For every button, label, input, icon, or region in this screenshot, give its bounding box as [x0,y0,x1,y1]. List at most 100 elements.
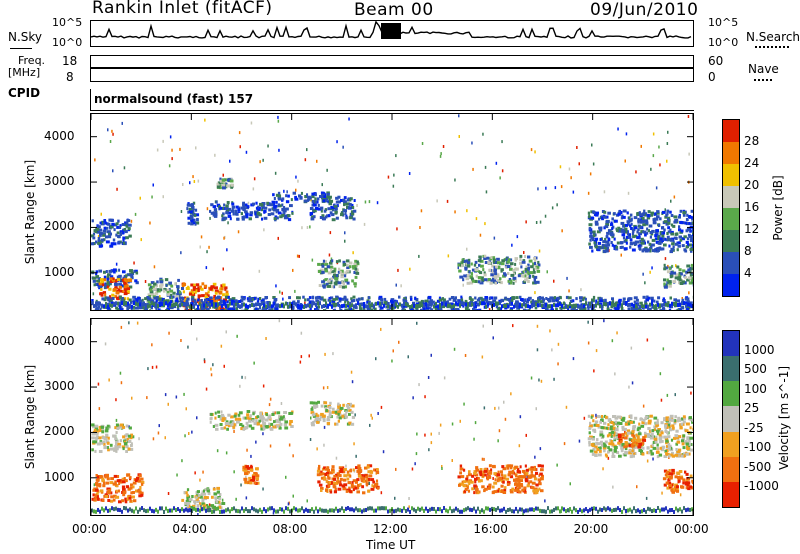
power-echo-12 [621,245,624,249]
velocity-echo-7 [487,486,491,490]
velocity-echo-8 [610,421,614,424]
velocity-echo-8 [618,454,622,458]
power-echo-11 [515,267,519,271]
velocity-echo-1 [125,479,128,483]
power-echo-7 [257,205,260,209]
power-ground-scatter [149,303,151,308]
power-echo-14 [466,308,471,310]
power-echo-10 [337,281,342,285]
velocity-echo-9 [638,442,643,446]
velocity-speckle [595,413,597,417]
power-echo-12 [618,210,621,214]
power-echo-14 [545,297,548,300]
power-echo-12 [643,209,646,213]
power-ground-scatter [333,302,335,307]
power-ground-scatter [95,303,97,308]
power-ground-scatter [607,303,609,308]
velocity-echo-7 [502,491,507,494]
power-speckle [454,210,456,214]
velocity-echo-5 [362,479,365,483]
velocity-echo-3 [229,424,233,427]
velocity-speckle [560,510,562,514]
power-echo-14 [155,299,158,303]
velocity-echo-8 [685,442,689,446]
power-echo-11 [522,259,526,263]
velocity-echo-3 [217,415,221,418]
velocity-echo-1 [95,493,99,496]
velocity-echo-5 [318,464,321,468]
power-echo-14 [315,296,320,300]
power-ground-scatter [109,303,111,308]
velocity-echo-1 [105,494,109,498]
power-echo-1 [118,274,122,278]
power-ground-scatter [327,303,329,308]
power-echo-1 [125,280,130,284]
power-echo-11 [532,268,535,272]
velocity-speckle [280,402,283,405]
power-echo-12 [597,248,601,252]
velocity-speckle [612,485,614,489]
power-echo-14 [185,307,189,310]
power-echo-11 [470,277,474,281]
power-echo-12 [669,237,672,241]
power-speckle [566,276,568,280]
freq-label-line2: [MHz] [8,66,41,79]
velocity-echo-1 [138,488,142,492]
velocity-echo-9 [642,436,646,440]
power-ground-scatter [679,302,681,307]
power-echo-3 [197,294,202,298]
power-ground-scatter [157,303,159,308]
power-echo-12 [603,215,607,219]
power-echo-11 [492,279,497,283]
velocity-speckle [679,493,682,497]
power-echo-11 [490,256,493,259]
velocity-echo-7 [487,472,491,476]
power-speckle [454,178,456,182]
velocity-echo-8 [596,442,601,446]
power-speckle [208,245,210,249]
velocity-echo-4 [349,404,353,408]
velocity-ground-scatter [105,506,107,511]
power-echo-10 [338,285,342,288]
velocity-echo-4 [322,414,326,418]
power-echo-9 [340,213,344,217]
velocity-echo-2 [214,498,218,502]
velocity-echo-7 [527,481,530,485]
velocity-echo-8 [634,416,638,420]
velocity-echo-0 [112,434,117,438]
power-echo-11 [477,280,481,284]
power-echo-3 [205,292,209,296]
power-speckle [278,148,280,152]
power-ground-scatter [623,301,625,306]
power-echo-10 [351,265,355,269]
power-speckle [387,175,390,179]
velocity-ground-scatter [99,509,101,514]
power-echo-9 [331,218,336,222]
velocity-echo-3 [233,423,236,427]
velocity-echo-7 [519,475,522,478]
velocity-speckle [188,432,190,435]
power-ground-scatter [161,302,163,307]
power-echo-14 [329,299,332,303]
power-echo-9 [343,196,347,200]
power-echo-11 [499,277,502,281]
velocity-echo-0 [122,435,126,439]
power-echo-10 [351,279,354,283]
velocity-echo-8 [688,442,692,446]
power-echo-12 [640,217,645,220]
velocity-echo-3 [274,425,277,429]
power-echo-14 [434,307,438,310]
power-echo-14 [179,296,184,300]
power-ground-scatter [241,302,243,307]
velocity-echo-8 [603,444,607,448]
velocity-echo-3 [272,411,275,415]
power-echo-2 [100,293,104,297]
power-echo-12 [666,209,670,213]
power-echo-14 [545,305,548,309]
power-echo-4 [150,293,155,297]
velocity-echo-8 [618,415,622,419]
power-speckle [311,258,314,262]
power-echo-6 [216,182,219,186]
power-echo-14 [308,300,312,304]
power-echo-8 [277,194,282,198]
